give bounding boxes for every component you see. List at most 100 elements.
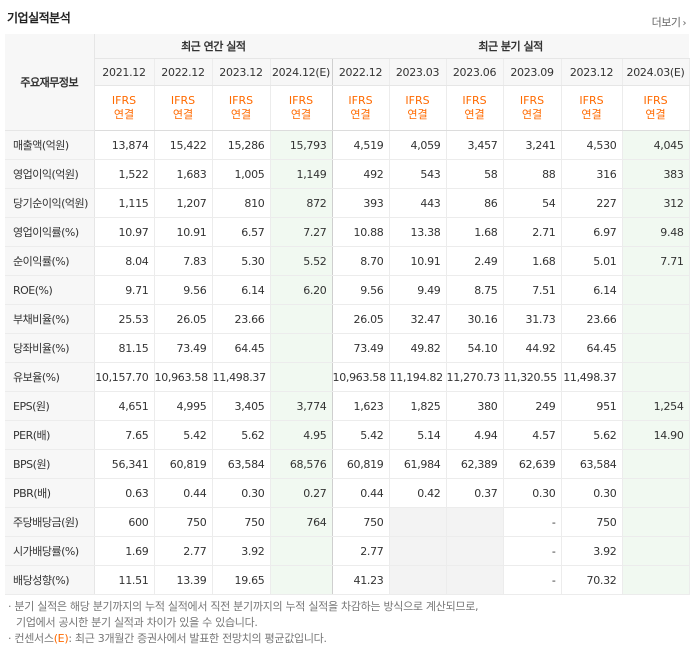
table-cell: 6.14: [212, 275, 271, 305]
table-cell: 1,683: [154, 159, 213, 189]
table-cell: 600: [94, 507, 155, 537]
row-label: 배당성향(%): [5, 565, 95, 595]
table-cell: 380: [446, 391, 504, 421]
table-cell: 10.88: [332, 217, 390, 247]
table-cell: 9.56: [154, 275, 213, 305]
table-row: 시가배당률(%) 1.69 2.77 3.92 2.77-3.92: [5, 536, 690, 566]
table-cell: 11,498.37: [212, 362, 271, 392]
table-row: 영업이익(억원) 1,522 1,683 1,005 1,149 492 543 58 88 31…: [5, 159, 690, 189]
consolidated-label: 연결: [350, 108, 371, 121]
table-cell: 60,819: [332, 449, 390, 479]
table-cell: 15,422: [154, 130, 213, 160]
table-cell: 750: [212, 507, 271, 537]
table-cell: 0.63: [94, 478, 155, 508]
table-cell: 3,241: [503, 130, 562, 160]
table-cell: 1.68: [503, 246, 562, 276]
table-cell: [622, 507, 690, 537]
table-cell: 4.94: [446, 420, 504, 450]
ifrs-basis-header: IFRS 연결: [270, 85, 333, 131]
table-cell: 23.66: [212, 304, 271, 334]
table-cell: 1,522: [94, 159, 155, 189]
table-cell: 63,584: [561, 449, 623, 479]
ifrs-label: IFRS: [579, 94, 604, 107]
table-cell: 9.56: [332, 275, 390, 305]
table-cell: 5.30: [212, 246, 271, 276]
table-cell: 0.44: [154, 478, 213, 508]
table-cell: 8.75: [446, 275, 504, 305]
table-cell: 4.57: [503, 420, 562, 450]
ifrs-basis-header: IFRS 연결: [94, 85, 155, 131]
consolidated-label: 연결: [407, 108, 428, 121]
table-row: 배당성향(%) 11.51 13.39 19.65 41.23 -70.32: [5, 565, 690, 595]
period-header: 2022.12: [154, 58, 213, 86]
ifrs-label: IFRS: [228, 94, 254, 107]
table-cell: 4,059: [389, 130, 447, 160]
row-label: PER(배): [5, 420, 95, 450]
table-row: PER(배) 7.65 5.42 5.62 4.95 5.42 5.14 4.94 4.57 5.…: [5, 420, 690, 450]
table-row: EPS(원) 4,651 4,995 3,405 3,774 1,623 1,825 380 2…: [5, 391, 690, 421]
table-cell: 0.42: [389, 478, 447, 508]
table-row: 당좌비율(%) 81.15 73.49 64.45 73.49 49.82 54.10 44.…: [5, 333, 690, 363]
consolidated-label: 연결: [521, 108, 543, 121]
table-cell: 7.71: [622, 246, 690, 276]
ifrs-basis-header: IFRS 연결: [154, 85, 213, 131]
table-cell: 3.92: [561, 536, 623, 566]
table-cell: 54: [503, 188, 562, 218]
table-cell: 8.70: [332, 246, 390, 276]
table-cell: 62,389: [446, 449, 504, 479]
table-row: 매출액(억원) 13,874 15,422 15,286 15,793 4,519 4,05…: [5, 130, 690, 160]
table-cell: 1,254: [622, 391, 690, 421]
table-cell: [622, 275, 690, 305]
consolidated-label: 연결: [290, 108, 312, 121]
table-cell: 73.49: [154, 333, 213, 363]
table-cell: 13,874: [94, 130, 155, 160]
table-row: 당기순이익(억원) 1,115 1,207 810 872 393 443 86 54 227 31…: [5, 188, 690, 218]
ifrs-basis-header: IFRS 연결: [503, 85, 562, 131]
table-row: 주당배당금(원) 600 750 750 764 750-750: [5, 507, 690, 537]
table-cell: 60,819: [154, 449, 213, 479]
table-cell: 10.91: [154, 217, 213, 247]
table-row: 영업이익률(%) 10.97 10.91 6.57 7.27 10.88 13.38 1.68…: [5, 217, 690, 247]
table-cell: 5.42: [332, 420, 390, 450]
table-cell: 15,793: [270, 130, 333, 160]
table-cell: 3.92: [212, 536, 271, 566]
table-cell: 25.53: [94, 304, 155, 334]
period-header: 2024.12(E): [270, 58, 333, 86]
table-cell: 2.77: [154, 536, 213, 566]
table-cell: 4,519: [332, 130, 390, 160]
table-row: PBR(배) 0.63 0.44 0.30 0.27 0.44 0.42 0.37 0.30 0.…: [5, 478, 690, 508]
table-cell: 1,623: [332, 391, 390, 421]
consolidated-label: 연결: [581, 108, 602, 121]
table-cell: 6.97: [561, 217, 623, 247]
table-cell: 26.05: [332, 304, 390, 334]
table-cell: 5.52: [270, 246, 333, 276]
row-label: 영업이익률(%): [5, 217, 95, 247]
table-cell: 1,005: [212, 159, 271, 189]
table-cell: 0.27: [270, 478, 333, 508]
table-row: 부채비율(%) 25.53 26.05 23.66 26.05 32.47 30.16 31.…: [5, 304, 690, 334]
row-label: PBR(배): [5, 478, 95, 508]
table-cell: 7.65: [94, 420, 155, 450]
table-cell: 0.30: [212, 478, 271, 508]
table-cell: 64.45: [561, 333, 623, 363]
period-header: 2022.12: [332, 58, 390, 86]
table-cell: [270, 333, 333, 363]
consolidated-label: 연결: [464, 108, 485, 121]
table-cell: -: [503, 565, 562, 595]
row-label: BPS(원): [5, 449, 95, 479]
ifrs-basis-header: IFRS 연결: [212, 85, 271, 131]
consolidated-label: 연결: [230, 108, 252, 121]
table-row: 순이익률(%) 8.04 7.83 5.30 5.52 8.70 10.91 2.49 1.68…: [5, 246, 690, 276]
ifrs-label: IFRS: [170, 94, 196, 107]
table-cell: 63,584: [212, 449, 271, 479]
table-cell: 15,286: [212, 130, 271, 160]
table-cell: 750: [154, 507, 213, 537]
table-cell: 19.65: [212, 565, 271, 595]
table-cell: 61,984: [389, 449, 447, 479]
more-link[interactable]: 더보기 ›: [652, 14, 687, 30]
table-cell: 9.48: [622, 217, 690, 247]
table-cell: 56,341: [94, 449, 155, 479]
table-cell: 64.45: [212, 333, 271, 363]
table-cell: 13.39: [154, 565, 213, 595]
table-cell: 8.04: [94, 246, 155, 276]
